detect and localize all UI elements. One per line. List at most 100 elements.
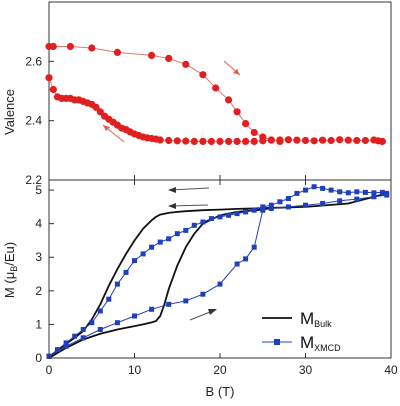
bottom-series-2-point bbox=[285, 196, 291, 201]
top-ylabel: Valence bbox=[2, 89, 17, 135]
bottom-series-2-point bbox=[379, 189, 385, 195]
y-tick-label: 1 bbox=[35, 317, 42, 331]
arrow-head-down-sweep bbox=[103, 125, 110, 131]
bottom-series-2-point bbox=[208, 216, 214, 222]
bottom-ylabel: M (μB/Eu) bbox=[2, 242, 19, 298]
legend-marker-xmcd bbox=[274, 339, 280, 345]
top-series-1-point bbox=[96, 108, 104, 116]
top-series-1-point bbox=[216, 137, 224, 145]
bottom-series-2-point bbox=[140, 251, 146, 257]
top-series-0-point bbox=[113, 48, 121, 57]
arrow-left-2 bbox=[169, 204, 209, 207]
top-series-0-point bbox=[242, 120, 250, 128]
top-series-1-point bbox=[361, 136, 369, 145]
top-series-1-point bbox=[259, 137, 267, 145]
bottom-series-3-point bbox=[251, 244, 257, 250]
top-series-0-point bbox=[212, 84, 220, 92]
bottom-series-3-point bbox=[97, 327, 103, 332]
bottom-series-2-point bbox=[63, 340, 69, 346]
top-arrows bbox=[102, 60, 241, 143]
top-series-1-point bbox=[49, 85, 57, 94]
top-series-1-point bbox=[344, 136, 352, 144]
arrow-head-right bbox=[208, 309, 217, 315]
bottom-series-3-point bbox=[268, 206, 274, 211]
arrow-head-up-sweep bbox=[233, 69, 240, 75]
bottom-series-2-point bbox=[114, 281, 120, 287]
bottom-series-2-point bbox=[157, 239, 163, 245]
bottom-series-3-point bbox=[260, 207, 266, 213]
top-series-0-point bbox=[66, 42, 74, 51]
bottom-series-2-point bbox=[320, 185, 326, 191]
top-series-1-point bbox=[156, 136, 164, 144]
bottom-series-2-point bbox=[80, 327, 86, 332]
top-series-0-point bbox=[165, 54, 173, 63]
y-tick-label: 4 bbox=[35, 217, 42, 231]
bottom-series-2-point bbox=[166, 236, 172, 242]
bottom-series-2-point bbox=[72, 333, 78, 339]
arrow-head-left-2 bbox=[168, 203, 176, 209]
bottom-series-2-point bbox=[226, 212, 232, 218]
top-series-1-point bbox=[378, 137, 386, 145]
bottom-series-2-point bbox=[234, 211, 240, 217]
x-tick-label: 30 bbox=[299, 363, 313, 377]
bottom-series-2-point bbox=[183, 227, 189, 233]
bottom-series-2-point bbox=[260, 204, 266, 210]
top-series-1-point bbox=[336, 136, 344, 144]
bottom-series-2-point bbox=[268, 202, 274, 208]
bottom-series-2-point bbox=[191, 222, 197, 228]
x-tick-label: 20 bbox=[213, 363, 227, 377]
bottom-series-2-point bbox=[354, 189, 360, 195]
top-series-1-point bbox=[182, 137, 190, 145]
bottom-series-3-point bbox=[384, 192, 390, 198]
top-series-0-point bbox=[233, 108, 241, 116]
top-series-0-point bbox=[88, 44, 96, 52]
bottom-panel-marks bbox=[46, 184, 390, 359]
y-tick-label: 2.6 bbox=[25, 54, 42, 68]
bottom-series-2-point bbox=[328, 187, 334, 193]
top-panel-marks bbox=[45, 42, 386, 145]
bottom-series-2-point bbox=[106, 296, 112, 302]
top-series-1-point bbox=[225, 137, 233, 145]
top-series-0-point bbox=[182, 60, 190, 68]
bottom-series-3-point bbox=[243, 256, 249, 262]
top-series-1-point bbox=[293, 136, 301, 144]
bottom-series-3-point bbox=[337, 198, 343, 204]
bottom-series-3-point bbox=[200, 291, 206, 297]
top-series-1-point bbox=[242, 137, 250, 145]
bottom-series-3-point bbox=[217, 281, 223, 287]
bottom-series-3-point bbox=[354, 196, 360, 202]
bottom-series-3-point bbox=[149, 306, 155, 312]
bottom-series-2-point bbox=[243, 209, 249, 215]
bottom-series-3-point bbox=[166, 301, 172, 307]
bottom-series-3-point bbox=[320, 201, 326, 206]
y-tick-label: 2 bbox=[35, 284, 42, 298]
bottom-series-2-point bbox=[362, 189, 368, 195]
bottom-series-2-point bbox=[200, 219, 206, 225]
bottom-series-2-point bbox=[277, 199, 283, 205]
top-series-1-point bbox=[165, 136, 173, 145]
bottom-series-2-point bbox=[123, 269, 129, 275]
bottom-series-2-point bbox=[294, 190, 300, 196]
top-series-0-point bbox=[148, 51, 156, 60]
top-series-1-point bbox=[276, 136, 284, 144]
top-series-0-point bbox=[250, 128, 258, 137]
top-series-1-point bbox=[233, 137, 241, 145]
top-series-1-point bbox=[284, 136, 292, 144]
bottom-series-2-point bbox=[311, 184, 317, 190]
bottom-series-2-point bbox=[89, 320, 95, 326]
bottom-series-2-point bbox=[345, 190, 351, 196]
y-tick-label: 5 bbox=[35, 183, 42, 197]
bottom-series-2-point bbox=[132, 258, 137, 264]
bottom-series-2-point bbox=[174, 231, 180, 237]
bottom-series-3-point bbox=[63, 343, 69, 349]
bottom-series-3-point bbox=[371, 194, 377, 200]
arrow-left-1 bbox=[169, 187, 210, 191]
y-tick-label: 3 bbox=[35, 250, 42, 264]
top-series-1-point bbox=[92, 103, 100, 111]
top-series-0-point bbox=[199, 71, 207, 79]
top-series-1-point bbox=[250, 137, 258, 145]
bottom-series-3-point bbox=[183, 298, 189, 304]
bottom-series-2-point bbox=[251, 207, 257, 213]
top-series-1-point bbox=[301, 136, 310, 145]
